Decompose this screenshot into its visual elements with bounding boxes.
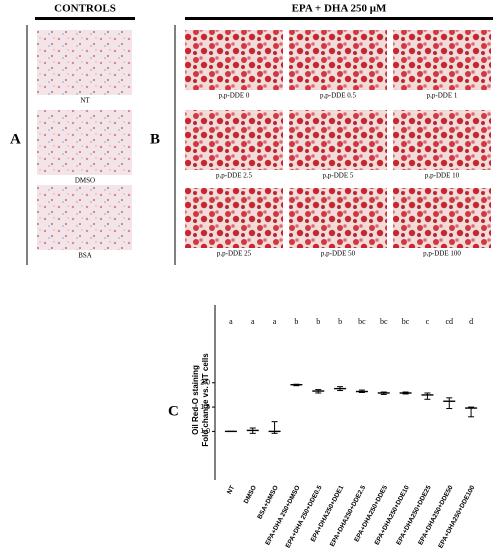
image-caption: DMSO	[75, 177, 95, 185]
image-caption: p,p-DDE 5	[323, 172, 354, 180]
image-caption: p,p-DDE 0	[219, 92, 250, 100]
x-tick-label: DMSO	[243, 484, 258, 505]
panel-label: A	[10, 131, 21, 147]
image-caption: p,p-DDE 2.5	[216, 172, 252, 180]
x-tick-label: BSA+DMSO	[256, 484, 280, 520]
image-caption: p,p-DDE 100	[423, 250, 461, 258]
micrograph	[393, 110, 491, 170]
image-caption: p,p-DDE 0.5	[320, 92, 356, 100]
panel-label: C	[168, 403, 179, 419]
micrograph	[289, 188, 387, 248]
image-caption: p,p-DDE 25	[217, 250, 252, 258]
panel-title: CONTROLS	[54, 3, 116, 15]
significance-letter: b	[294, 317, 298, 326]
y-label: Oil Red-O staining	[191, 365, 200, 435]
micrograph	[289, 110, 387, 170]
significance-letter: a	[251, 317, 255, 326]
panel-label: B	[150, 131, 160, 147]
micrograph	[185, 110, 283, 170]
micrograph	[185, 30, 283, 90]
significance-letter: a	[273, 317, 277, 326]
significance-letter: a	[229, 317, 233, 326]
title-bar	[35, 17, 135, 20]
x-tick-label: NT	[226, 484, 236, 495]
image-caption: NT	[80, 97, 90, 105]
significance-letter: cd	[445, 317, 453, 326]
significance-letter: bc	[380, 317, 388, 326]
micrograph	[37, 30, 132, 95]
panel-title: EPA + DHA 250 μM	[292, 3, 387, 15]
micrograph	[185, 188, 283, 248]
image-caption: p,p-DDE 1	[427, 92, 458, 100]
significance-letter: bc	[402, 317, 410, 326]
significance-letter: b	[338, 317, 342, 326]
micrograph	[37, 185, 132, 250]
image-caption: BSA	[78, 252, 92, 260]
significance-letter: c	[426, 317, 430, 326]
y-label: Fold change vs. NT cells	[201, 353, 210, 447]
image-caption: p,p-DDE 10	[425, 172, 460, 180]
significance-letter: d	[469, 317, 473, 326]
micrograph	[393, 188, 491, 248]
y-tick-label: 1.5	[200, 404, 210, 411]
micrograph	[289, 30, 387, 90]
micrograph	[37, 110, 132, 175]
image-caption: p,p-DDE 50	[321, 250, 356, 258]
micrograph	[393, 30, 491, 90]
title-bar	[185, 17, 493, 20]
significance-letter: b	[316, 317, 320, 326]
y-tick-label: 2.0	[200, 380, 210, 387]
y-tick-label: 1.0	[200, 428, 210, 435]
significance-letter: bc	[358, 317, 366, 326]
